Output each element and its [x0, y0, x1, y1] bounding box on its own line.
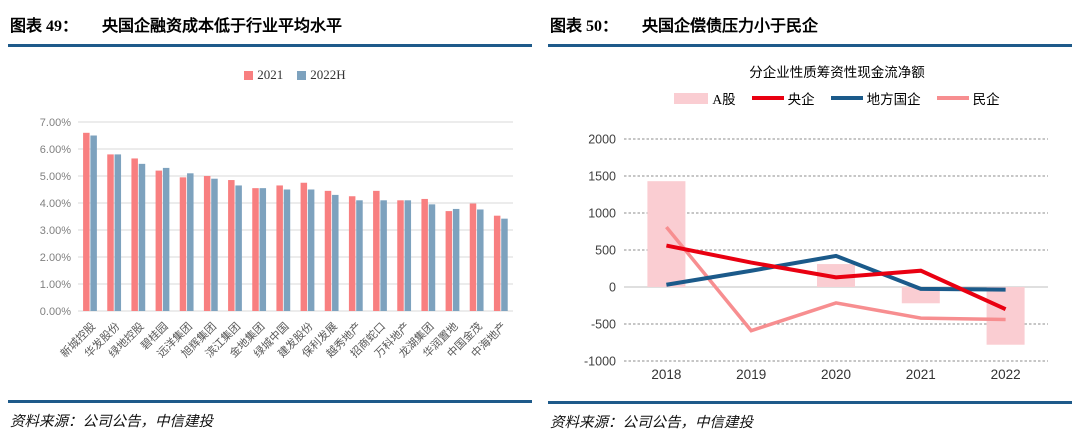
figure-49-header: 图表 49： 央国企融资成本低于行业平均水平	[8, 8, 532, 47]
bar-2022H-华发股份	[114, 154, 122, 311]
figure-50-source: 资料来源：公司公告，中信建投	[548, 401, 1072, 432]
bar-2022H-中海地产	[501, 218, 508, 311]
y-tick-label: 2000	[588, 133, 616, 147]
legend-swatch-local-soe	[830, 96, 863, 100]
legend-label-2021: 2021	[257, 67, 284, 82]
bar-2022H-碧桂园	[162, 167, 170, 311]
figure-50-chart-area: 分企业性质筹资性现金流净额 A股 央企 地方国企 民企	[548, 47, 1072, 401]
bar-A股-2021	[901, 287, 940, 304]
bar-2021-华润置地	[445, 211, 453, 311]
bar-2021-龙湖集团	[421, 198, 428, 311]
bar-2021-越秀地产	[348, 196, 356, 311]
bar-A股-2018	[647, 181, 686, 287]
bar-2022H-金地集团	[259, 188, 267, 311]
line-地方国企	[666, 253, 1006, 292]
figure-49-tag: 图表 49：	[10, 18, 79, 35]
y-tick-label: 3.00%	[40, 225, 71, 237]
bar-2021-旭辉集团	[203, 176, 211, 311]
y-tick-label: -500	[591, 318, 616, 332]
y-tick-label: 1000	[588, 207, 616, 221]
financing-cost-bar-chart: 0.00% 1.00% 2.00% 3.00% 4.00% 5.00% 6.00% 7.00%…	[40, 117, 513, 360]
figure-50-header: 图表 50： 央国企偿债压力小于民企	[548, 8, 1072, 47]
bar-2022H-绿地控股	[138, 163, 146, 311]
bar-2021-华发股份	[107, 154, 114, 311]
y-tick-label: 6.00%	[40, 144, 71, 156]
legend-swatch-private	[936, 96, 969, 100]
legend-label-central-soe: 央企	[787, 92, 815, 107]
line-央企	[666, 243, 1007, 312]
x-tick-label: 2021	[906, 367, 936, 382]
figure-50-title: 央国企偿债压力小于民企	[642, 18, 819, 35]
bar-2022H-新城控股	[90, 135, 97, 311]
legend-swatch-2021	[244, 70, 254, 80]
legend-item-2021: 2021	[244, 67, 283, 83]
x-tick-label: 2020	[821, 367, 851, 382]
bar-A股-2022	[986, 287, 1025, 345]
line-民企	[665, 225, 1006, 333]
bar-2022H-龙湖集团	[428, 204, 436, 311]
bar-2022H-越秀地产	[356, 200, 363, 311]
bar-2022H-绿城中国	[283, 189, 291, 311]
bar-2022H-远洋集团	[187, 173, 194, 311]
x-tick-label: 2018	[651, 367, 681, 382]
figure-49-legend: 2021 2022H	[8, 47, 532, 85]
legend-item-private: 民企	[936, 88, 1000, 108]
cash-flow-combo-chart: -1000 -500 0 500 1000 1500 2000 2018 2019 2020 202…	[584, 133, 1048, 382]
y-tick-label: 4.00%	[40, 198, 71, 210]
bar-2021-绿地控股	[131, 158, 138, 311]
y-tick-label: 0	[609, 281, 616, 295]
legend-label-2022h: 2022H	[310, 67, 346, 82]
figure-49-chart-area: 2021 2022H 0.00% 1.00% 2.00% 3.00% 4.00% 5.00…	[8, 47, 532, 400]
bar-2021-碧桂园	[155, 170, 163, 311]
y-tick-label: -1000	[584, 355, 616, 369]
legend-label-private: 民企	[972, 92, 1000, 107]
figure-50-tag: 图表 50：	[550, 18, 619, 35]
bar-2021-万科地产	[397, 200, 404, 311]
bar-2021-中国金茂	[469, 203, 477, 311]
y-tick-label: 2.00%	[40, 252, 71, 264]
figure-49-title: 央国企融资成本低于行业平均水平	[102, 18, 343, 35]
figure-49-source: 资料来源：公司公告，中信建投	[8, 400, 532, 431]
legend-swatch-central-soe	[751, 96, 784, 100]
legend-label-local-soe: 地方国企	[866, 92, 921, 107]
x-tick-label: 2019	[736, 367, 766, 382]
figure-50-chart-title: 分企业性质筹资性现金流净额	[749, 65, 925, 80]
legend-swatch-2022h	[297, 70, 307, 80]
figure-49-panel: 图表 49： 央国企融资成本低于行业平均水平 2021 2022H 0.00% 1.…	[8, 8, 532, 431]
y-tick-label: 7.00%	[40, 117, 71, 129]
bar-2022H-滨江集团	[235, 185, 242, 311]
legend-item-a-share: A股	[674, 88, 736, 108]
bar-2021-远洋集团	[179, 177, 187, 311]
bar-2021-绿城中国	[276, 185, 283, 311]
bar-2022H-旭辉集团	[211, 178, 218, 311]
bar-2022H-中国金茂	[477, 209, 484, 311]
bar-2022H-招商蛇口	[380, 200, 387, 311]
legend-item-central-soe: 央企	[751, 88, 815, 108]
legend-item-local-soe: 地方国企	[830, 88, 921, 108]
bar-2021-金地集团	[252, 188, 259, 311]
x-tick-label: 2022	[991, 367, 1021, 382]
y-tick-label: 1500	[588, 170, 616, 184]
bar-2022H-华润置地	[452, 208, 460, 311]
figure-50-panel: 图表 50： 央国企偿债压力小于民企 分企业性质筹资性现金流净额 A股 央企 地方…	[540, 0, 1080, 439]
bar-2021-滨江集团	[228, 180, 235, 311]
bar-2022H-万科地产	[404, 200, 412, 311]
bar-2021-中海地产	[493, 215, 501, 311]
bar-2022H-保利发展	[332, 194, 339, 311]
y-tick-label: 5.00%	[40, 171, 71, 183]
y-tick-label: 1.00%	[40, 279, 71, 291]
bar-2022H-建发股份	[307, 189, 315, 311]
figure-50-legend: A股 央企 地方国企 民企	[548, 81, 1072, 115]
bar-2021-建发股份	[300, 182, 308, 311]
y-tick-label: 0.00%	[40, 306, 71, 318]
bar-2021-保利发展	[324, 190, 332, 311]
legend-swatch-a-share	[674, 92, 709, 104]
y-tick-label: 500	[595, 244, 616, 258]
bar-2021-招商蛇口	[373, 190, 380, 311]
legend-item-2022h: 2022H	[297, 67, 346, 83]
bar-2021-新城控股	[83, 132, 90, 311]
legend-label-a-share: A股	[712, 92, 736, 107]
